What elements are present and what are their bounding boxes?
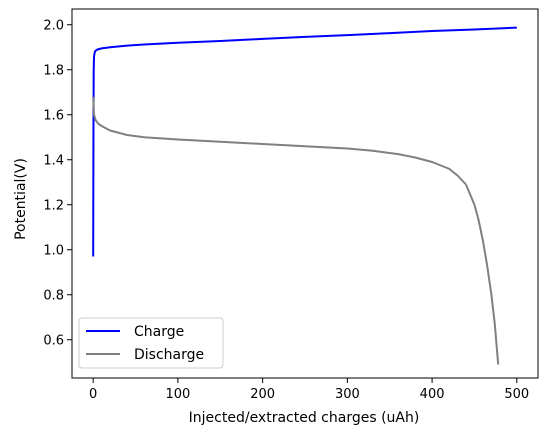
x-axis-label: Injected/extracted charges (uAh) — [189, 410, 420, 426]
legend-label-charge: Charge — [134, 324, 184, 340]
y-tick-label: 2.0 — [43, 18, 64, 33]
series-line-charge — [92, 26, 517, 257]
y-tick-label: 1.8 — [43, 63, 64, 78]
y-axis-ticks: 0.6 0.8 1.0 1.2 1.4 1.6 1.8 2.0 — [43, 18, 72, 348]
y-tick-label: 0.6 — [43, 333, 64, 348]
y-tick-label: 1.6 — [43, 108, 64, 123]
x-tick-label: 500 — [504, 387, 529, 402]
x-tick-label: 0 — [89, 387, 97, 402]
series-line-discharge — [92, 96, 500, 365]
y-tick-label: 1.0 — [43, 243, 64, 258]
y-tick-label: 0.8 — [43, 288, 64, 303]
y-tick-label: 1.2 — [43, 198, 64, 213]
plot-area — [92, 26, 517, 365]
x-tick-label: 300 — [335, 387, 360, 402]
plot-frame — [71, 8, 539, 379]
x-tick-label: 400 — [420, 387, 445, 402]
legend-label-discharge: Discharge — [134, 347, 204, 363]
x-axis-ticks: 0 100 200 300 400 500 — [89, 378, 529, 402]
x-tick-label: 200 — [250, 387, 275, 402]
x-tick-label: 100 — [165, 387, 190, 402]
y-axis-label: Potential(V) — [13, 158, 29, 240]
y-tick-label: 1.4 — [43, 153, 64, 168]
legend: Charge Discharge — [78, 317, 224, 369]
